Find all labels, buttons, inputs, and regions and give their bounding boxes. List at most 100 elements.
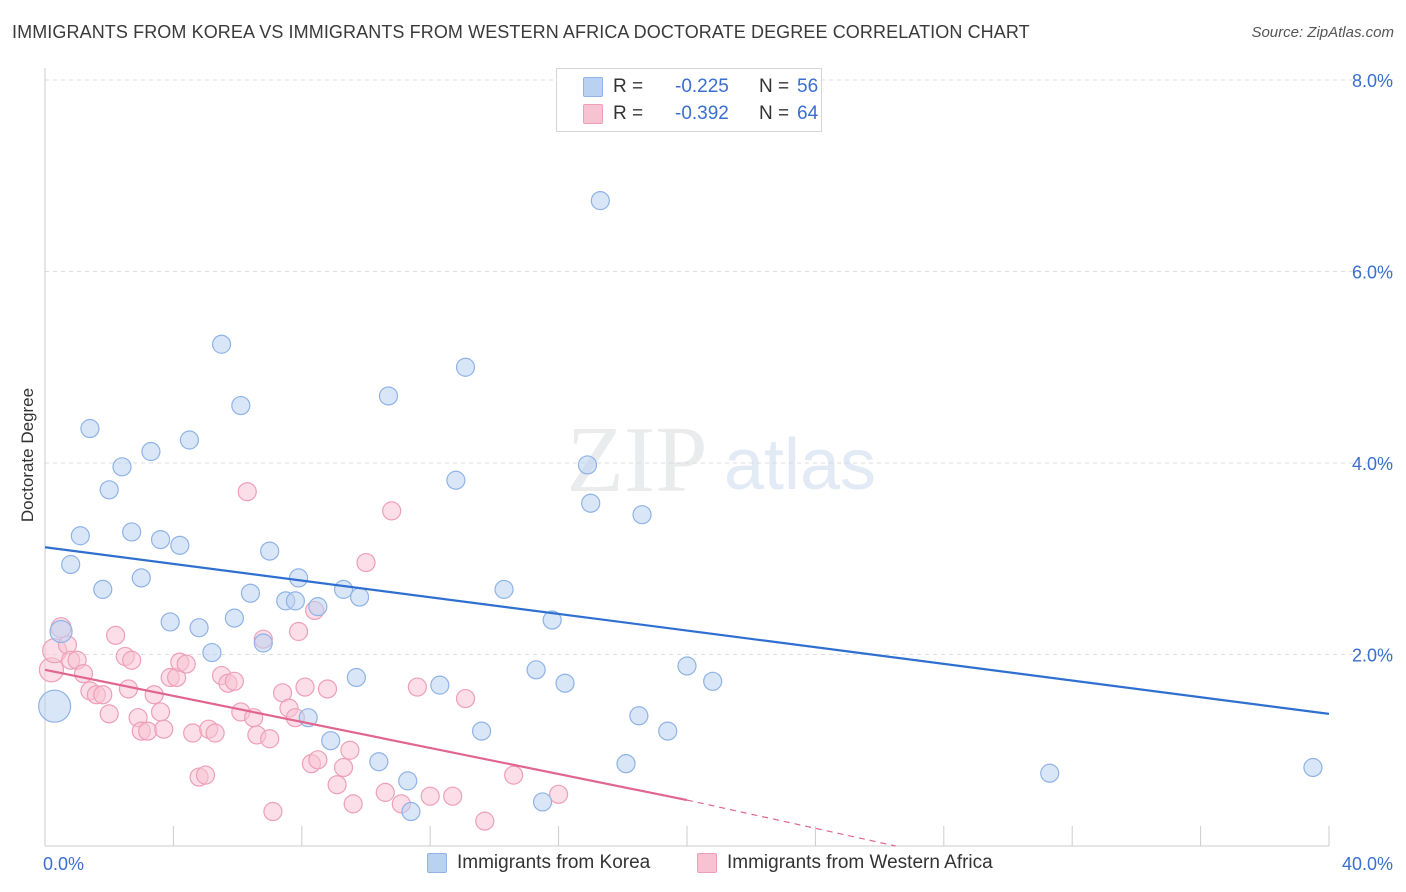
wafrica-point — [443, 786, 463, 806]
korea-point — [629, 706, 649, 726]
legend-n-value: 56 — [797, 76, 819, 97]
legend-label-korea: Immigrants from Korea — [457, 852, 651, 873]
korea-point — [170, 535, 190, 555]
watermark: ZIP atlas — [567, 408, 877, 512]
korea-point — [202, 642, 222, 663]
wafrica-point — [333, 757, 354, 778]
korea-point — [122, 522, 142, 542]
korea-point — [99, 480, 119, 500]
korea-point — [189, 618, 209, 638]
korea-point — [455, 357, 476, 377]
korea-point — [321, 731, 341, 751]
legend-swatch-korea — [583, 77, 603, 97]
wafrica-point — [308, 750, 328, 770]
correlation-legend: R = -0.225 N = 56 R = -0.392 N = 64 — [556, 68, 822, 132]
wafrica-point — [343, 794, 363, 814]
legend-n-label: N = — [759, 76, 790, 97]
wafrica-point — [138, 721, 158, 741]
korea-point — [240, 583, 261, 603]
wafrica-point — [548, 784, 569, 804]
korea-point — [677, 656, 697, 676]
wafrica-point — [356, 552, 376, 573]
wafrica-point — [288, 621, 309, 642]
korea-point — [61, 554, 81, 575]
legend-n-value: 64 — [797, 103, 819, 124]
korea-point — [369, 752, 389, 772]
korea-point — [150, 529, 171, 550]
legend-item-korea[interactable]: Immigrants from Korea — [427, 852, 650, 874]
tick-labels: 2.0% 4.0% 6.0% 8.0% 0.0% 40.0% — [43, 71, 1393, 874]
wafrica-point — [340, 740, 360, 760]
wafrica-point — [263, 801, 283, 822]
korea-point — [1040, 763, 1060, 783]
wafrica-point — [295, 677, 315, 697]
legend-swatch-wafrica — [583, 104, 603, 124]
korea-point — [308, 597, 328, 617]
korea-point — [658, 721, 678, 741]
wafrica-point — [237, 482, 257, 502]
trend-lines — [44, 546, 1330, 847]
wafrica-point — [382, 501, 402, 521]
series-legend: Immigrants from Korea Immigrants from We… — [0, 852, 1406, 878]
korea-point — [70, 526, 90, 546]
korea-point — [401, 801, 421, 822]
legend-r-label: R = — [613, 103, 644, 124]
korea-point — [555, 673, 575, 693]
wafrica-point — [106, 625, 126, 645]
legend-swatch-korea — [427, 853, 447, 873]
wafrica-point — [99, 704, 119, 724]
wafrica-point — [407, 677, 427, 697]
korea-point — [378, 386, 399, 406]
wafrica-point — [93, 685, 113, 705]
watermark-atlas: atlas — [724, 425, 876, 505]
y-tick-label: 8.0% — [1352, 71, 1393, 91]
korea-point — [260, 541, 280, 561]
legend-r-value: -0.392 — [675, 103, 729, 124]
wafrica-point — [375, 782, 395, 802]
korea-point — [112, 457, 132, 477]
trend-line-wafrica-extension — [686, 799, 896, 847]
wafrica-point — [504, 765, 524, 785]
korea-point — [253, 633, 273, 653]
korea-point — [141, 441, 161, 462]
wafrica-point — [317, 679, 338, 699]
korea-point — [632, 505, 652, 525]
korea-point — [80, 418, 100, 439]
legend-item-wafrica[interactable]: Immigrants from Western Africa — [697, 852, 993, 874]
legend-label-wafrica: Immigrants from Western Africa — [727, 852, 993, 873]
wafrica-point — [144, 685, 164, 705]
korea-point — [349, 587, 370, 607]
korea-point — [224, 608, 244, 628]
korea-point — [532, 792, 553, 812]
wafrica-point — [195, 765, 216, 785]
korea-point — [1303, 757, 1323, 778]
wafrica-point — [455, 688, 476, 709]
source-label: Source: ZipAtlas.com — [1251, 24, 1394, 41]
y-tick-label: 2.0% — [1352, 646, 1393, 666]
korea-point — [526, 660, 546, 680]
korea-point — [581, 493, 601, 513]
korea-point — [333, 579, 354, 599]
wafrica-point — [205, 723, 225, 743]
wafrica-point — [176, 654, 196, 674]
x-tick-label-max: 40.0% — [1342, 854, 1393, 874]
korea-point — [471, 721, 492, 741]
korea-point — [542, 610, 562, 630]
chart-title: IMMIGRANTS FROM KOREA VS IMMIGRANTS FROM… — [12, 22, 1030, 42]
korea-point — [398, 771, 418, 791]
legend-r-label: R = — [613, 76, 644, 97]
y-tick-label: 6.0% — [1352, 263, 1393, 283]
wafrica-point — [327, 775, 347, 795]
x-tick-label-min: 0.0% — [43, 854, 84, 874]
korea-point — [211, 334, 232, 354]
korea-point — [590, 191, 610, 211]
korea-point — [131, 568, 151, 588]
wafrica-point — [183, 723, 203, 743]
y-tick-label: 4.0% — [1352, 454, 1393, 474]
korea-point — [160, 612, 180, 632]
wafrica-point — [224, 671, 244, 691]
legend-r-value: -0.225 — [675, 76, 729, 97]
korea-point — [93, 579, 113, 599]
legend-swatch-wafrica — [697, 853, 717, 873]
